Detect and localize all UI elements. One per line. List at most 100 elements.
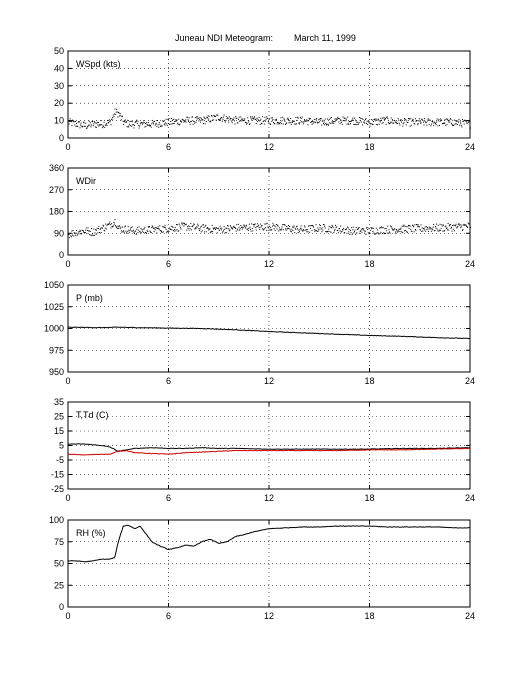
data-point (194, 228, 196, 230)
data-point (410, 124, 412, 126)
data-point (335, 120, 336, 122)
data-point (466, 121, 467, 123)
data-point (199, 117, 201, 118)
data-point (405, 124, 407, 126)
data-point (174, 229, 176, 230)
data-point (340, 225, 342, 227)
data-point (110, 124, 112, 126)
data-point (445, 228, 447, 229)
data-point (232, 226, 234, 228)
data-point (418, 226, 420, 227)
data-point (154, 227, 156, 229)
data-point (178, 230, 180, 232)
data-point (70, 120, 72, 122)
data-point (337, 232, 339, 234)
data-point (458, 223, 460, 225)
data-point (425, 122, 427, 124)
data-point (283, 118, 285, 120)
data-point (372, 121, 374, 122)
data-point (209, 228, 211, 230)
data-point (141, 229, 143, 231)
data-point (290, 230, 292, 232)
data-point (198, 228, 200, 230)
data-point (451, 123, 453, 125)
data-point (85, 229, 87, 231)
data-point (291, 228, 293, 230)
data-point (81, 126, 83, 128)
data-point (271, 225, 273, 227)
data-point (343, 120, 345, 121)
data-point (272, 222, 274, 224)
data-point (455, 223, 457, 225)
data-point (214, 227, 216, 229)
data-point (351, 227, 353, 229)
data-point (78, 233, 80, 235)
data-point (116, 228, 118, 230)
data-point (338, 228, 340, 230)
data-point (345, 229, 347, 231)
data-point (142, 122, 144, 124)
data-point (377, 124, 378, 126)
data-point (329, 226, 331, 228)
data-point (346, 228, 347, 230)
data-point (234, 120, 235, 122)
data-point (366, 120, 368, 122)
data-point (420, 122, 421, 124)
data-point (290, 123, 292, 125)
data-point (437, 224, 439, 226)
data-point (248, 124, 250, 125)
data-point (265, 227, 266, 229)
data-point (128, 125, 130, 127)
data-point (405, 119, 407, 121)
data-point (286, 228, 288, 230)
data-point (114, 219, 116, 221)
data-point (246, 123, 247, 125)
data-point (457, 121, 459, 123)
data-point (304, 120, 306, 122)
data-point (284, 224, 286, 226)
data-point (235, 227, 237, 229)
data-point (422, 120, 424, 121)
data-point (182, 119, 184, 121)
data-point (144, 126, 146, 128)
data-point (381, 227, 383, 229)
data-point (386, 116, 388, 118)
data-point (310, 225, 312, 227)
data-point (200, 121, 202, 123)
data-point (111, 226, 113, 227)
data-point (95, 229, 96, 231)
ytick-label-wspd: 20 (54, 98, 64, 108)
data-point (258, 120, 260, 122)
data-point (201, 119, 203, 121)
data-point (410, 230, 412, 232)
data-point (153, 123, 154, 125)
data-point (179, 225, 181, 227)
data-point (448, 119, 450, 121)
ytick-label-temp-dewpoint: -5 (56, 455, 64, 465)
data-point (256, 117, 258, 119)
data-point (424, 229, 426, 231)
data-point (302, 229, 304, 231)
data-point (130, 228, 131, 230)
panel-label-pressure: P (mb) (76, 293, 103, 303)
data-point (166, 231, 168, 233)
data-point (449, 121, 451, 123)
xtick-label-wspd: 18 (364, 142, 374, 152)
data-point (155, 226, 157, 228)
data-point (430, 125, 432, 127)
data-point (402, 125, 404, 127)
data-point (294, 123, 296, 125)
panel-rh: 0 25 50 75 100 0 6 12 18 24 RH (%) (49, 515, 475, 621)
data-point (161, 232, 163, 233)
data-point (207, 227, 208, 229)
data-point (250, 228, 251, 230)
data-point (347, 226, 349, 228)
data-point (419, 120, 421, 122)
data-point (450, 118, 452, 120)
data-point (452, 125, 454, 127)
data-point (227, 225, 229, 227)
data-point (274, 119, 276, 121)
data-point (248, 121, 250, 123)
data-point (166, 231, 168, 233)
data-point (222, 231, 224, 233)
